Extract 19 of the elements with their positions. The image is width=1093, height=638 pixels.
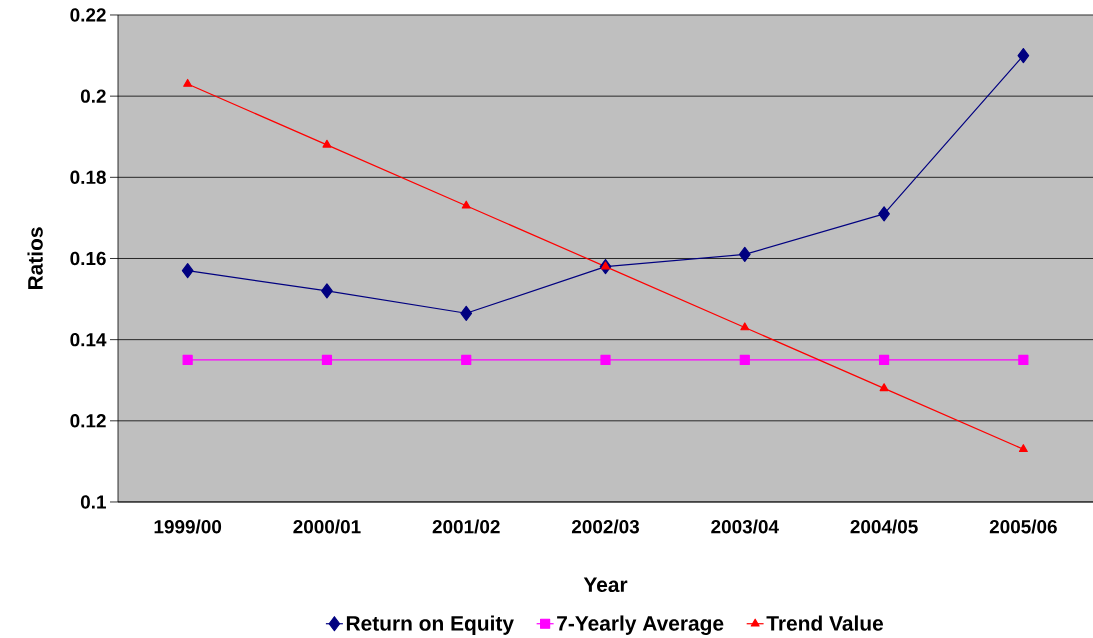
y-axis-title: Ratios [27,227,43,290]
x-tick-label: 2000/01 [293,519,361,534]
y-tick-label: 0.22 [70,8,106,22]
y-tick-label: 0.18 [70,170,106,185]
x-tick-label: 1999/00 [154,519,222,534]
x-tick-label: 2003/04 [711,519,779,534]
x-axis-title: Year [583,577,628,593]
y-tick-label: 0.2 [80,89,106,103]
legend-label: Trend Value [766,615,884,631]
x-tick-label: 2002/03 [571,519,640,534]
legend-label: Return on Equity [346,615,514,635]
y-tick-label: 0.16 [70,251,106,266]
legend-label: 7-Yearly Average [557,615,724,636]
x-tick-label: 2005/06 [989,519,1057,534]
y-tick-label: 0.1 [80,495,106,509]
y-tick-label: 0.14 [70,332,107,347]
x-tick-label: 2001/02 [432,519,500,534]
y-tick-label: 0.12 [70,414,106,428]
x-tick-label: 2004/05 [850,519,918,534]
